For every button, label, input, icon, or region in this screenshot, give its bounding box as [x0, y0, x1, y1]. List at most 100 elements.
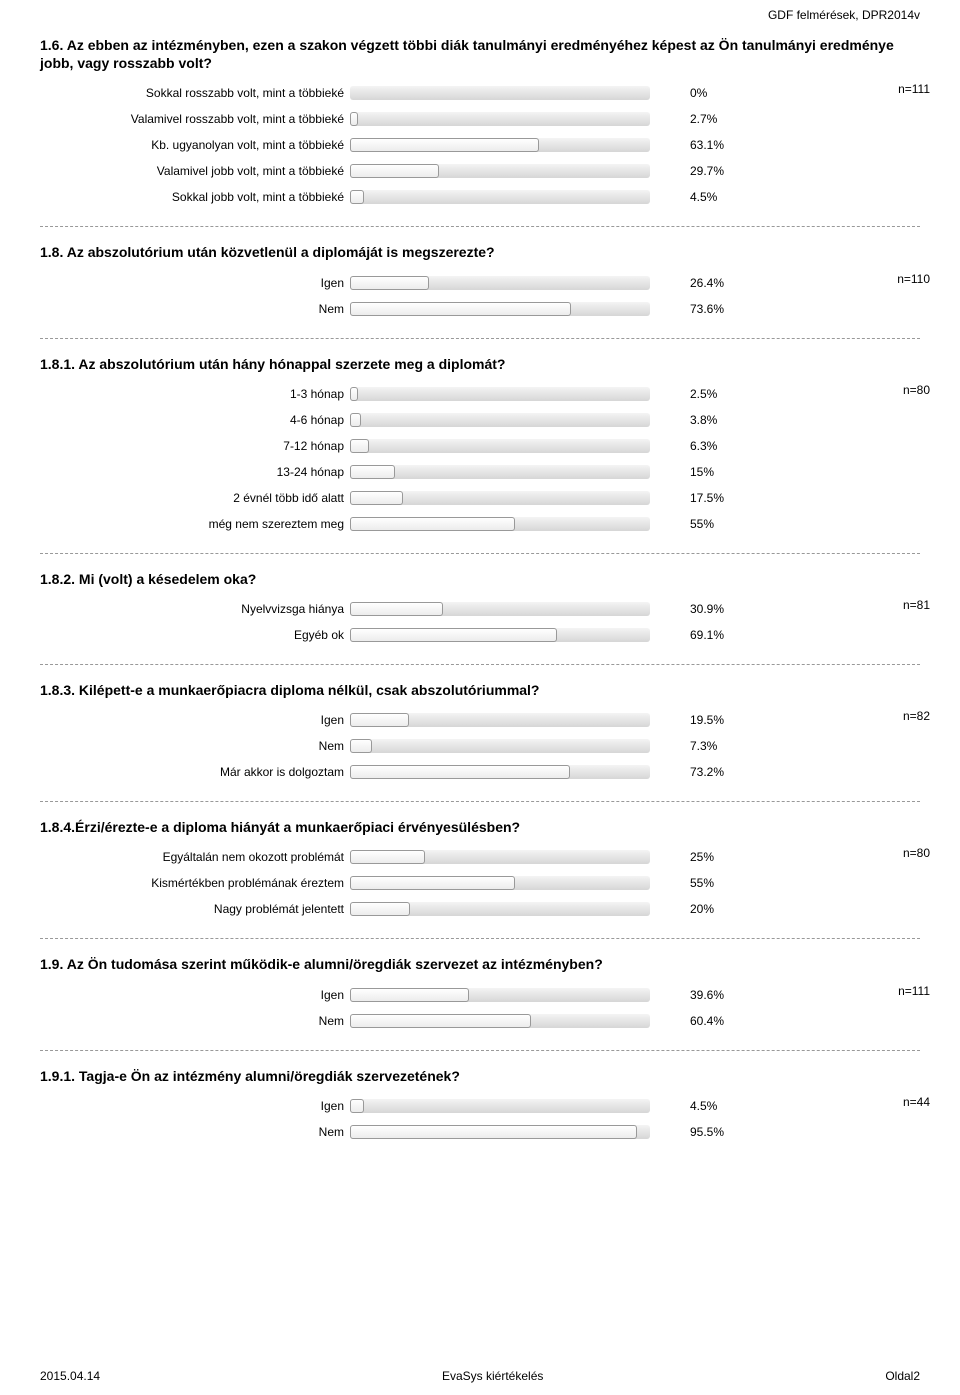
response-label: még nem szereztem meg: [40, 517, 350, 531]
response-label: Már akkor is dolgoztam: [40, 765, 350, 779]
bar-track: [350, 138, 650, 152]
question-block: 1.8. Az abszolutórium után közvetlenül a…: [40, 243, 920, 319]
footer-system: EvaSys kiértékelés: [100, 1369, 885, 1383]
percent-value: 73.2%: [650, 765, 730, 779]
response-row: Nagy problémát jelentett20%: [40, 898, 920, 920]
bar-track: [350, 276, 650, 290]
response-label: 13-24 hónap: [40, 465, 350, 479]
response-row: Kb. ugyanolyan volt, mint a többieké63.1…: [40, 134, 920, 156]
bar-track: [350, 739, 650, 753]
percent-value: 30.9%: [650, 602, 730, 616]
response-row: Igen26.4%n=110: [40, 272, 920, 294]
response-label: 1-3 hónap: [40, 387, 350, 401]
response-row: Nem7.3%: [40, 735, 920, 757]
response-row: 13-24 hónap 15%: [40, 461, 920, 483]
response-row: Nyelvvizsga hiánya30.9%n=81: [40, 598, 920, 620]
response-row: Valamivel jobb volt, mint a többieké29.7…: [40, 160, 920, 182]
bar-fill: [350, 112, 358, 126]
separator: [40, 553, 920, 554]
response-row: Nem73.6%: [40, 298, 920, 320]
response-label: Sokkal jobb volt, mint a többieké: [40, 190, 350, 204]
n-count: n=80: [903, 383, 930, 397]
percent-value: 2.7%: [650, 112, 730, 126]
n-count: n=111: [898, 984, 930, 998]
response-label: Igen: [40, 276, 350, 290]
bar-fill: [350, 902, 410, 916]
response-label: Kismértékben problémának éreztem: [40, 876, 350, 890]
bar-track: [350, 902, 650, 916]
response-label: Nem: [40, 1125, 350, 1139]
bar-fill: [350, 1099, 364, 1113]
bar-track: [350, 602, 650, 616]
response-row: 2 évnél több idő alatt17.5%: [40, 487, 920, 509]
separator: [40, 338, 920, 339]
bar-track: [350, 86, 650, 100]
bar-track: [350, 112, 650, 126]
question-block: 1.6. Az ebben az intézményben, ezen a sz…: [40, 36, 920, 208]
bar-track: [350, 190, 650, 204]
n-count: n=111: [898, 82, 930, 96]
response-row: Már akkor is dolgoztam 73.2%: [40, 761, 920, 783]
percent-value: 63.1%: [650, 138, 730, 152]
bar-fill: [350, 713, 409, 727]
response-label: Nyelvvizsga hiánya: [40, 602, 350, 616]
page: GDF felmérések, DPR2014v 1.6. Az ebben a…: [0, 0, 960, 1395]
percent-value: 2.5%: [650, 387, 730, 401]
response-label: Egyáltalán nem okozott problémát: [40, 850, 350, 864]
response-row: Sokkal rosszabb volt, mint a többieké0%n…: [40, 82, 920, 104]
response-row: Igen19.5%n=82: [40, 709, 920, 731]
response-row: Nem60.4%: [40, 1010, 920, 1032]
response-label: Valamivel jobb volt, mint a többieké: [40, 164, 350, 178]
separator: [40, 226, 920, 227]
bar-track: [350, 1099, 650, 1113]
bar-fill: [350, 276, 429, 290]
response-label: Nem: [40, 302, 350, 316]
response-row: Valamivel rosszabb volt, mint a többieké…: [40, 108, 920, 130]
question-block: 1.9. Az Ön tudomása szerint működik-e al…: [40, 955, 920, 1031]
bar-fill: [350, 739, 372, 753]
question-title: 1.9.1. Tagja-e Ön az intézmény alumni/ör…: [40, 1067, 920, 1085]
question-block: 1.8.4.Érzi/érezte-e a diploma hiányát a …: [40, 818, 920, 920]
bar-fill: [350, 387, 358, 401]
percent-value: 4.5%: [650, 1099, 730, 1113]
question-title: 1.6. Az ebben az intézményben, ezen a sz…: [40, 36, 920, 72]
response-row: Igen4.5%n=44: [40, 1095, 920, 1117]
separator: [40, 1050, 920, 1051]
n-count: n=80: [903, 846, 930, 860]
percent-value: 4.5%: [650, 190, 730, 204]
bar-fill: [350, 439, 369, 453]
percent-value: 55%: [650, 517, 730, 531]
bar-fill: [350, 190, 364, 204]
response-row: Igen39.6%n=111: [40, 984, 920, 1006]
bar-track: [350, 439, 650, 453]
response-label: Igen: [40, 988, 350, 1002]
footer: 2015.04.14 EvaSys kiértékelés Oldal2: [40, 1369, 920, 1383]
bar-fill: [350, 138, 539, 152]
percent-value: 95.5%: [650, 1125, 730, 1139]
bar-track: [350, 491, 650, 505]
percent-value: 39.6%: [650, 988, 730, 1002]
response-row: 1-3 hónap2.5%n=80: [40, 383, 920, 405]
question-title: 1.8.3. Kilépett-e a munkaerőpiacra diplo…: [40, 681, 920, 699]
footer-page: Oldal2: [885, 1369, 920, 1383]
bar-track: [350, 765, 650, 779]
bar-track: [350, 1014, 650, 1028]
question-block: 1.8.3. Kilépett-e a munkaerőpiacra diplo…: [40, 681, 920, 783]
bar-fill: [350, 465, 395, 479]
percent-value: 15%: [650, 465, 730, 479]
question-title: 1.8.2. Mi (volt) a késedelem oka?: [40, 570, 920, 588]
bar-fill: [350, 628, 557, 642]
n-count: n=44: [903, 1095, 930, 1109]
bar-track: [350, 413, 650, 427]
question-title: 1.9. Az Ön tudomása szerint működik-e al…: [40, 955, 920, 973]
question-block: 1.9.1. Tagja-e Ön az intézmény alumni/ör…: [40, 1067, 920, 1143]
percent-value: 7.3%: [650, 739, 730, 753]
bar-track: [350, 628, 650, 642]
response-label: 2 évnél több idő alatt: [40, 491, 350, 505]
response-row: Egyáltalán nem okozott problémát25%n=80: [40, 846, 920, 868]
response-label: 7-12 hónap: [40, 439, 350, 453]
bar-fill: [350, 1014, 531, 1028]
bar-track: [350, 850, 650, 864]
bar-fill: [350, 988, 469, 1002]
percent-value: 60.4%: [650, 1014, 730, 1028]
